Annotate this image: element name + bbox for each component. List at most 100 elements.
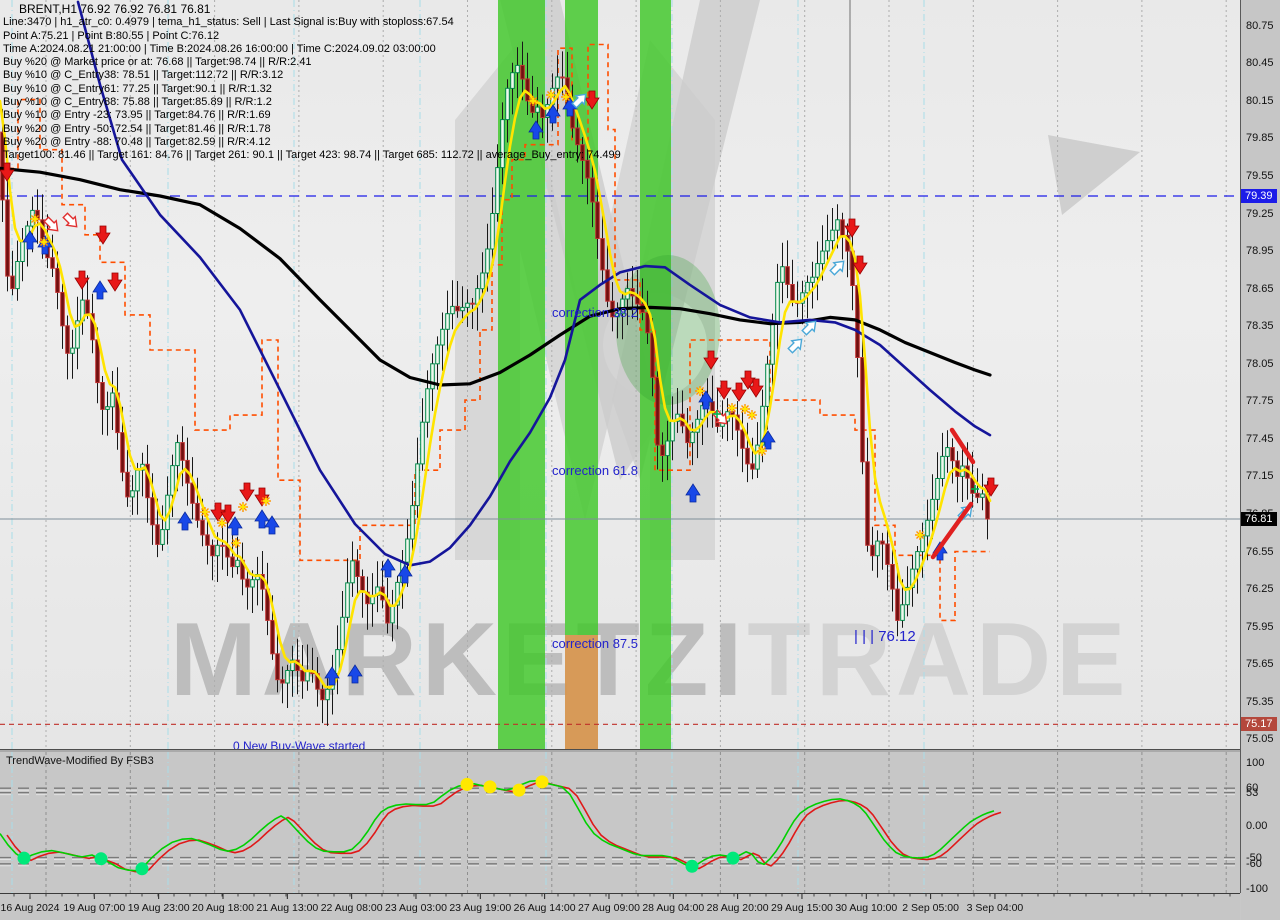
- price-chart-area[interactable]: MARKETZITRADE: [0, 0, 1241, 752]
- buy-arrow-icon: [264, 515, 280, 535]
- buy-arrow-icon: [254, 509, 270, 529]
- info-line: Buy %20 @ Entry -50: 72.54 || Target:81.…: [3, 122, 271, 135]
- overbought-dot: [460, 777, 474, 791]
- chart-annotation: 0 New Buy-Wave started: [233, 739, 365, 752]
- info-line: Buy %10 @ C_Entry61: 77.25 || Target:90.…: [3, 82, 272, 95]
- chart-annotation: correction 61.8: [552, 463, 638, 478]
- indicator-axis-label: -60: [1246, 857, 1262, 870]
- time-axis-ticks: [13, 894, 1231, 899]
- green-cross-icon: [971, 485, 979, 493]
- time-axis[interactable]: 16 Aug 2024 19 Aug 07:00 19 Aug 23:00 20 Au…: [0, 893, 1240, 920]
- price-tag-label: 76.81: [1241, 512, 1277, 526]
- info-line: Target100: 81.46 || Target 161: 84.76 ||…: [3, 149, 621, 162]
- buy-arrow-icon: [685, 483, 701, 503]
- sell-arrow-icon: [107, 272, 123, 292]
- time-axis-label: 23 Aug 03:00: [385, 902, 447, 914]
- ma-fast-yellow: [0, 84, 992, 689]
- indicator-title: TrendWave-Modified By FSB3: [6, 755, 154, 767]
- price-axis-label: 78.65: [1246, 282, 1274, 295]
- band-shade: [616, 255, 720, 405]
- sell-arrow-icon: [852, 255, 868, 275]
- chart-annotation: | | | 76.12: [854, 628, 916, 645]
- price-axis-label: 79.25: [1246, 207, 1274, 220]
- watermark-part2: TRADE: [747, 602, 1131, 718]
- overbought-dot: [512, 783, 526, 797]
- chart-annotation: correction 87.5: [552, 636, 638, 651]
- sell-arrow-icon: [844, 218, 860, 238]
- time-axis-label: 27 Aug 09:00: [578, 902, 640, 914]
- time-axis-label: 19 Aug 07:00: [63, 902, 126, 914]
- info-line: Buy %10 @ C_Entry38: 78.51 || Target:112…: [3, 69, 284, 82]
- sell-arrow-icon: [74, 270, 90, 290]
- price-axis-label: 80.75: [1246, 19, 1274, 32]
- indicator-axis-label: -50: [1246, 851, 1262, 864]
- oversold-dot: [726, 851, 740, 865]
- oversold-dot: [135, 862, 149, 876]
- time-axis-label: 3 Sep 04:00: [966, 902, 1024, 914]
- time-axis-label: 30 Aug 10:00: [835, 902, 898, 914]
- buy-arrow-icon: [397, 564, 413, 584]
- ma-slow-black: [0, 166, 992, 387]
- price-axis-label: 75.65: [1246, 658, 1274, 671]
- buy-arrow-icon: [380, 558, 396, 578]
- sell-arrow-icon: [220, 504, 236, 524]
- price-axis-label: 76.25: [1246, 583, 1274, 596]
- indicator-axis-label: 60: [1246, 782, 1259, 795]
- hollow-aqua-arrow-icon: [829, 260, 845, 276]
- trendwave-red-line: [6, 781, 1002, 873]
- price-axis-label: 76.55: [1246, 545, 1274, 558]
- buy-arrow-icon: [324, 666, 340, 686]
- hollow-aqua-arrow-icon: [787, 338, 803, 354]
- hollow-red-arrow-icon: [62, 212, 78, 228]
- price-axis-label: 79.55: [1246, 169, 1274, 182]
- buy-arrow-icon: [760, 430, 776, 450]
- sell-arrow-icon: [0, 162, 15, 182]
- buy-arrow-icon: [177, 511, 193, 531]
- session-band: [565, 635, 598, 750]
- sell-arrow-icon: [703, 350, 719, 370]
- time-axis-label: 2 Sep 05:00: [902, 902, 959, 914]
- logo-corner-shape: [1048, 135, 1140, 215]
- time-axis-label: 20 Aug 18:00: [192, 902, 254, 914]
- trend-segment[interactable]: [949, 427, 976, 465]
- price-axis-label: 79.85: [1246, 132, 1274, 145]
- ma-medium-blue: [76, 0, 992, 567]
- time-axis-label: 23 Aug 19:00: [449, 902, 512, 914]
- oversold-dot: [685, 859, 699, 873]
- chart-title-ohlc: BRENT,H1 76.92 76.92 76.81 76.81: [19, 2, 211, 16]
- info-line: Buy %20 @ Market price or at: 76.68 || T…: [3, 56, 312, 69]
- indicator-subwindow[interactable]: TrendWave-Modified By FSB3: [0, 752, 1241, 893]
- buy-arrow-icon: [37, 235, 53, 255]
- sell-arrow-icon: [584, 90, 600, 110]
- oversold-dot: [94, 852, 108, 866]
- info-line: Time A:2024.08.21 21:00:00 | Time B:2024…: [3, 42, 436, 55]
- session-band: [640, 0, 671, 750]
- oversold-dot: [17, 851, 31, 865]
- buy-arrow-icon: [92, 280, 108, 300]
- time-axis-label: 22 Aug 08:00: [320, 902, 383, 914]
- price-tag-label: 79.39: [1241, 188, 1277, 203]
- price-axis-label: 75.35: [1246, 695, 1274, 708]
- buy-arrow-icon: [698, 390, 714, 410]
- indicator-canvas[interactable]: [0, 752, 1240, 893]
- green-cross-icon: [713, 410, 721, 418]
- hollow-red-arrow-icon: [43, 216, 59, 232]
- hollow-aqua-arrow-icon: [801, 320, 817, 336]
- buy-arrow-icon: [347, 664, 363, 684]
- sell-arrow-icon: [239, 482, 255, 502]
- price-axis-label: 78.35: [1246, 320, 1274, 333]
- trend-segment[interactable]: [930, 501, 974, 560]
- price-axis-label: 80.45: [1246, 57, 1274, 70]
- price-axis[interactable]: 80.75 80.45 80.15 79.85 79.55 79.25 78.95 78.65…: [1241, 0, 1280, 920]
- sell-arrow-icon: [740, 370, 756, 390]
- bull-candles: [15, 64, 985, 701]
- sell-arrow-icon: [748, 378, 764, 398]
- price-axis-label: 77.45: [1246, 432, 1274, 445]
- info-line: Buy %20 @ Entry -88: 70.48 || Target:82.…: [3, 135, 271, 148]
- time-axis-label: 26 Aug 14:00: [513, 902, 576, 914]
- buy-arrow-icon: [227, 516, 243, 536]
- price-axis-label: 78.05: [1246, 357, 1274, 370]
- chart-canvas[interactable]: correction 38.2 correction 61.8 correction…: [0, 0, 1240, 752]
- buy-arrow-icon: [22, 230, 38, 250]
